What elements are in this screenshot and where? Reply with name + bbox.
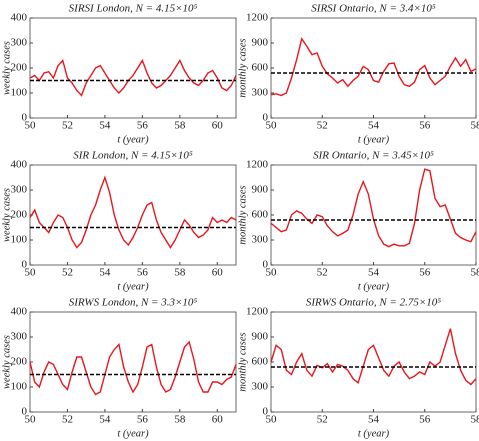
y-tick-label: 300 <box>11 331 28 343</box>
plot-frame <box>270 311 477 413</box>
x-tick-label: 56 <box>137 267 149 279</box>
x-tick-label: 58 <box>471 267 479 279</box>
x-tick-label: 50 <box>25 120 37 132</box>
x-tick-label: 54 <box>99 414 111 426</box>
x-tick-label: 60 <box>212 267 224 279</box>
data-line <box>270 328 477 386</box>
y-tick-label: 200 <box>11 209 28 221</box>
y-tick-label: 0 <box>263 112 269 124</box>
data-line <box>29 58 237 97</box>
y-axis-label: weekly cases <box>1 41 12 95</box>
x-tick-label: 56 <box>419 267 431 279</box>
y-tick-label: 300 <box>252 234 269 246</box>
x-tick-label: 54 <box>99 120 111 132</box>
x-tick-label: 52 <box>62 267 73 279</box>
x-tick-label: 58 <box>174 414 186 426</box>
x-tick-label: 58 <box>174 267 186 279</box>
x-tick-label: 54 <box>368 267 380 279</box>
y-tick-label: 200 <box>11 356 28 368</box>
data-line <box>270 168 477 248</box>
x-tick-label: 50 <box>266 120 278 132</box>
x-tick-label: 54 <box>368 414 380 426</box>
data-line <box>270 37 477 97</box>
x-axis-label: t (year) <box>117 281 149 292</box>
plot-frame <box>29 164 237 266</box>
y-tick-label: 900 <box>252 184 269 196</box>
y-tick-label: 1200 <box>246 159 269 171</box>
chart-title: SIRSI London, N = 4.15×10⁵ <box>69 3 198 15</box>
y-tick-label: 300 <box>11 184 28 196</box>
y-tick-label: 600 <box>252 356 269 368</box>
x-tick-label: 50 <box>25 267 37 279</box>
y-tick-label: 400 <box>11 306 28 318</box>
y-axis-label: weekly cases <box>1 335 12 389</box>
y-tick-label: 100 <box>11 234 28 246</box>
x-tick-label: 52 <box>62 120 73 132</box>
x-tick-label: 58 <box>174 120 186 132</box>
x-axis-label: t (year) <box>358 281 390 292</box>
chart-title: SIR Ontario, N = 3.45×10⁵ <box>313 150 434 162</box>
x-tick-label: 52 <box>317 267 328 279</box>
x-tick-label: 56 <box>137 120 149 132</box>
x-tick-label: 52 <box>317 120 328 132</box>
y-tick-label: 400 <box>11 159 28 171</box>
y-tick-label: 900 <box>252 331 269 343</box>
x-axis-label: t (year) <box>117 428 149 439</box>
x-tick-label: 50 <box>266 414 278 426</box>
chart-title: SIRWS Ontario, N = 2.75×10⁵ <box>306 297 441 309</box>
y-axis-label: monthly cases <box>237 38 248 97</box>
x-tick-label: 56 <box>137 414 149 426</box>
x-tick-label: 56 <box>419 414 431 426</box>
y-axis-label: weekly cases <box>1 188 12 242</box>
x-axis-label: t (year) <box>358 134 390 145</box>
x-tick-label: 58 <box>471 120 479 132</box>
x-axis-label: t (year) <box>358 428 390 439</box>
y-axis-label: monthly cases <box>237 185 248 244</box>
x-tick-label: 50 <box>266 267 278 279</box>
y-tick-label: 400 <box>11 12 28 24</box>
x-tick-label: 60 <box>212 120 224 132</box>
y-tick-label: 900 <box>252 37 269 49</box>
y-tick-label: 600 <box>252 62 269 74</box>
chart-title: SIRSI Ontario, N = 3.4×10⁵ <box>311 3 436 15</box>
plot-frame <box>29 311 237 413</box>
x-tick-label: 50 <box>25 414 37 426</box>
y-tick-label: 300 <box>252 381 269 393</box>
y-tick-label: 200 <box>11 62 28 74</box>
x-tick-label: 54 <box>368 120 380 132</box>
plot-frame <box>29 17 237 119</box>
plot-frame <box>270 164 477 266</box>
y-tick-label: 0 <box>22 112 28 124</box>
x-tick-label: 58 <box>471 414 479 426</box>
plot-frame <box>270 17 477 119</box>
y-tick-label: 600 <box>252 209 269 221</box>
y-tick-label: 0 <box>263 259 269 271</box>
y-tick-label: 1200 <box>246 12 269 24</box>
x-axis-label: t (year) <box>117 134 149 145</box>
x-tick-label: 56 <box>419 120 431 132</box>
x-tick-label: 60 <box>212 414 224 426</box>
y-tick-label: 300 <box>252 87 269 99</box>
y-tick-label: 1200 <box>246 306 269 318</box>
chart-title: SIRWS London, N = 3.3×10⁵ <box>69 297 198 309</box>
data-line <box>29 340 237 396</box>
y-axis-label: monthly cases <box>237 332 248 391</box>
y-tick-label: 100 <box>11 381 28 393</box>
y-tick-label: 0 <box>22 259 28 271</box>
chart-title: SIR London, N = 4.15×10⁵ <box>73 150 193 162</box>
data-line <box>29 175 237 249</box>
y-tick-label: 300 <box>11 37 28 49</box>
x-tick-label: 54 <box>99 267 111 279</box>
x-tick-label: 52 <box>317 414 328 426</box>
x-tick-label: 52 <box>62 414 73 426</box>
y-tick-label: 100 <box>11 87 28 99</box>
y-tick-label: 0 <box>22 406 28 418</box>
y-tick-label: 0 <box>263 406 269 418</box>
